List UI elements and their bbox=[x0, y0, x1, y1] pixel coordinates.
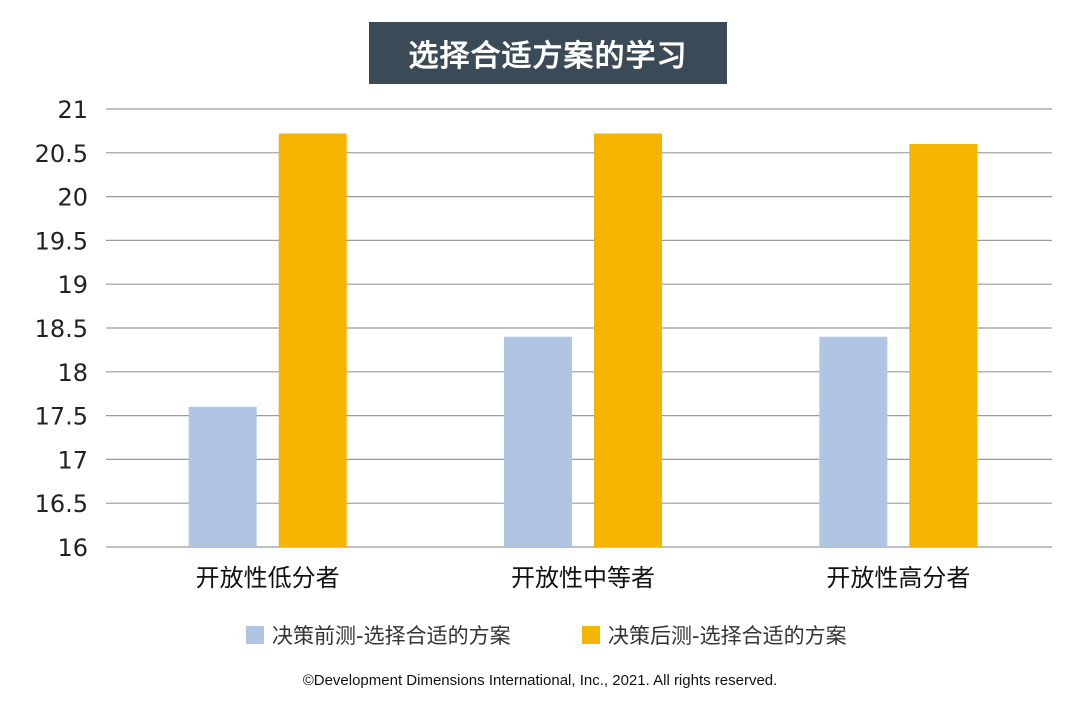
y-tick-label: 17.5 bbox=[35, 403, 88, 431]
y-tick-label: 21 bbox=[57, 96, 88, 124]
bar-post-2 bbox=[909, 144, 978, 548]
y-axis-ticks: 16 16.5 17 17.5 18 18.5 19 19.5 20 20.5 21 bbox=[35, 96, 88, 562]
chart-title: 选择合适方案的学习 bbox=[408, 39, 688, 74]
y-tick-label: 18.5 bbox=[35, 315, 88, 343]
legend-label-pre: 决策前测-选择合适的方案 bbox=[272, 624, 511, 648]
y-tick-label: 20 bbox=[57, 184, 88, 212]
y-tick-label: 18 bbox=[57, 359, 88, 387]
legend-item-post: 决策后测-选择合适的方案 bbox=[582, 619, 847, 651]
y-tick-label: 16.5 bbox=[35, 490, 88, 518]
x-category-label: 开放性低分者 bbox=[196, 564, 340, 592]
bars bbox=[188, 133, 978, 548]
bar-pre-0 bbox=[188, 406, 257, 547]
y-tick-label: 20.5 bbox=[35, 140, 88, 168]
y-tick-label: 17 bbox=[57, 446, 88, 474]
legend-label-post: 决策后测-选择合适的方案 bbox=[608, 624, 847, 648]
copyright-notice: ©Development Dimensions International, I… bbox=[302, 672, 778, 689]
bar-pre-1 bbox=[504, 336, 572, 547]
y-tick-label: 16 bbox=[57, 534, 88, 562]
chart-title-box: 选择合适方案的学习 bbox=[369, 22, 727, 84]
x-axis-categories: 开放性低分者 开放性中等者 开放性高分者 bbox=[196, 564, 971, 592]
legend-swatch-post bbox=[582, 626, 600, 644]
y-tick-label: 19 bbox=[57, 271, 88, 299]
legend-swatch-pre bbox=[246, 626, 264, 644]
legend: 决策前测-选择合适的方案 决策后测-选择合适的方案 bbox=[0, 619, 1080, 651]
gridlines bbox=[106, 108, 1052, 548]
bar-post-0 bbox=[278, 133, 347, 547]
bar-post-1 bbox=[594, 133, 662, 547]
x-category-label: 开放性高分者 bbox=[826, 564, 970, 592]
bar-pre-2 bbox=[819, 336, 888, 547]
y-tick-label: 19.5 bbox=[35, 227, 88, 255]
x-category-label: 开放性中等者 bbox=[511, 564, 655, 592]
legend-item-pre: 决策前测-选择合适的方案 bbox=[246, 619, 511, 651]
